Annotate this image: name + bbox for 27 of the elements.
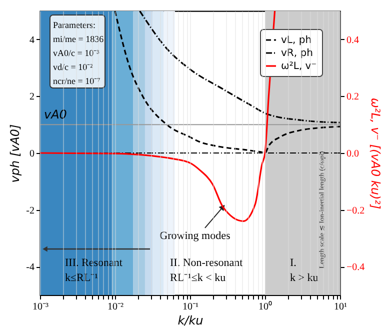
y-tick-label: -4 xyxy=(26,262,34,274)
y-tick-label: -2 xyxy=(26,205,34,216)
annotation: III. Resonant k≤RL⁻¹ xyxy=(65,257,122,284)
y2-tick-label: −0.4 xyxy=(346,262,365,274)
y2-axis-title: ω²L, v⁻ [(vA0 ku)²] xyxy=(368,98,383,210)
legend-label: vR, ph xyxy=(281,48,313,59)
x-tick-label: 10⁻² xyxy=(108,302,124,312)
y-tick-label: 4 xyxy=(30,34,34,46)
annotation: Parameters: mi/me = 1836 vA0/c = 10⁻³ vd/c = 10⁻² ncr/ne = 10⁻⁷ xyxy=(53,20,104,86)
annotation: II. Non-resonant RL⁻¹≤k < ku xyxy=(170,257,243,284)
y2-tick-label: 0.2 xyxy=(346,92,359,103)
annotation: I. k > ku xyxy=(290,257,319,284)
x-tick-label: 10¹ xyxy=(334,302,347,312)
x-axis-title: k/ku xyxy=(178,314,204,328)
y2-tick-label: −0.2 xyxy=(346,205,365,216)
x-tick-label: 10⁻³ xyxy=(32,302,48,312)
x-tick-label: 10⁰ xyxy=(258,300,272,312)
y-tick-label: 0 xyxy=(30,148,34,160)
y2-tick-label: 0.4 xyxy=(346,34,359,46)
y-tick-label: 2 xyxy=(30,92,34,103)
legend-label: vL, ph xyxy=(281,35,312,46)
x-tick-label: 10⁻¹ xyxy=(182,302,198,312)
y-axis-title: vph [vA0] xyxy=(8,124,22,183)
y2-tick-label: 0.0 xyxy=(346,148,359,160)
ref-line-label: vA0 xyxy=(44,108,68,122)
annotation: Growing modes xyxy=(160,230,230,242)
legend-label: ω²L, v⁻ xyxy=(281,61,317,72)
